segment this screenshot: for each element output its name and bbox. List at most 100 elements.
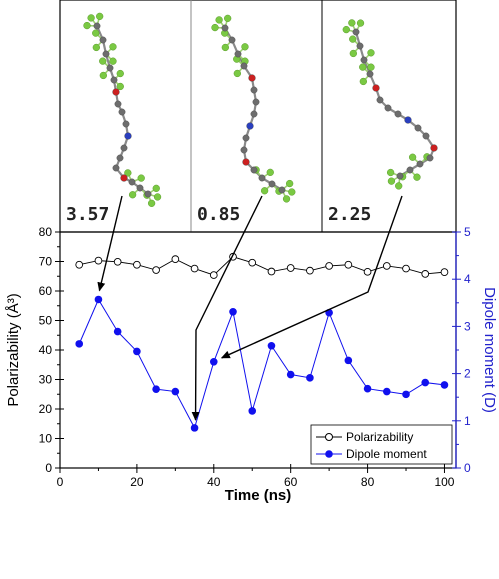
dipole-point	[248, 407, 257, 415]
carbon-atom	[278, 186, 286, 194]
fluorine-atom	[128, 191, 137, 199]
left-tick-label: 80	[39, 225, 53, 239]
nitrogen-atom	[124, 132, 132, 140]
carbon-atom	[352, 28, 360, 36]
fluorine-atom	[260, 187, 269, 195]
nitrogen-atom	[246, 122, 254, 130]
x-axis-title: Time (ns)	[225, 487, 291, 504]
carbon-atom	[242, 134, 250, 142]
annotation-arrow-1	[97, 195, 123, 292]
carbon-atom	[122, 120, 130, 128]
fluorine-atom	[153, 193, 162, 201]
carbon-atom	[416, 160, 424, 168]
molecule-1-image	[83, 12, 162, 207]
carbon-atom	[250, 166, 258, 174]
left-axis: 0 10 20 30 40 50 60 70 80	[39, 225, 64, 475]
fluorine-atom	[348, 19, 356, 27]
right-tick-label: 1	[464, 414, 471, 428]
carbon-atom	[106, 64, 114, 72]
carbon-atom	[268, 180, 276, 188]
dipole-point	[171, 387, 180, 396]
legend-marker-polarizability	[325, 433, 333, 441]
x-tick-label: 0	[57, 475, 64, 489]
carbon-atom	[99, 36, 107, 44]
x-tick-label: 80	[361, 475, 375, 489]
fluorine-atom	[83, 21, 91, 30]
oxygen-atom	[248, 74, 256, 82]
dipole-point	[421, 378, 430, 387]
carbon-atom	[360, 56, 368, 64]
fluorine-atom	[109, 43, 117, 51]
dipole-point	[382, 387, 391, 396]
polarizability-point	[248, 258, 257, 267]
fluorine-atom	[349, 49, 357, 58]
polarizability-point	[267, 267, 276, 276]
fluorine-atom	[99, 71, 107, 80]
fluorine-atom	[413, 173, 421, 181]
molecule-panel-frame	[59, 0, 457, 233]
polarizability-point	[421, 270, 430, 278]
legend-box	[310, 424, 453, 465]
fluorine-atom	[266, 168, 274, 177]
fluorine-atom	[116, 82, 124, 91]
dipole-point	[402, 390, 410, 399]
y-axis-title-right: Dipole moment (D)	[481, 287, 498, 413]
oxygen-atom	[430, 144, 438, 152]
fluorine-atom	[288, 188, 296, 196]
dipole-point	[133, 347, 141, 356]
fluorine-atom	[285, 179, 294, 188]
polarizability-point	[306, 266, 314, 275]
right-tick-label: 5	[464, 225, 471, 239]
right-tick-label: 2	[464, 367, 471, 381]
carbon-atom	[240, 62, 248, 70]
polarizability-point	[190, 264, 199, 273]
y-axis-title-left: Polarizability (Å³)	[5, 293, 22, 406]
carbon-atom	[250, 86, 258, 94]
right-axis: 0 1 2 3 4 5	[452, 225, 471, 475]
fluorine-atom	[147, 199, 156, 207]
nitrogen-atom	[404, 116, 412, 124]
x-tick-label: 20	[130, 475, 144, 489]
left-tick-label: 40	[39, 343, 53, 357]
dipole-point	[229, 307, 237, 316]
fluorine-atom	[342, 25, 350, 34]
fluorine-atom	[124, 169, 132, 177]
fluorine-atom	[241, 43, 249, 51]
right-tick-label: 4	[464, 272, 471, 286]
carbon-atom	[114, 100, 122, 108]
fluorine-atom	[387, 177, 396, 185]
dipole-point	[152, 385, 160, 393]
carbon-atom	[356, 42, 364, 50]
carbon-atom	[93, 22, 101, 30]
chart-area: 0 10 20 30 40 50 60 70 80 0 1 2 3 4 5 0 20 40 60 80 100	[39, 225, 471, 489]
fluorine-atom	[211, 23, 219, 32]
annotation-arrows	[97, 195, 403, 421]
dipole-point	[94, 295, 103, 304]
fluorine-atom	[109, 57, 117, 65]
polarizability-point	[325, 262, 333, 270]
molecule-panels	[59, 0, 457, 233]
dipole-point	[306, 374, 314, 382]
fluorine-atom	[282, 195, 291, 203]
polarizability-point	[286, 264, 295, 272]
fluorine-atom	[99, 57, 107, 65]
molecule-2-image	[211, 14, 296, 203]
x-axis: 0 20 40 60 80 100	[57, 464, 455, 489]
series-lines	[78, 256, 445, 430]
carbon-atom	[120, 144, 128, 152]
polarizability-point	[363, 267, 372, 276]
fluorine-atom	[92, 43, 100, 52]
dipole-point	[209, 358, 218, 366]
fluorine-atom	[215, 16, 223, 24]
carbon-atom	[250, 110, 258, 118]
panel-label-1: 3.57	[66, 204, 109, 225]
fluorine-atom	[92, 29, 100, 37]
carbon-atom	[118, 108, 126, 116]
panel-label-2: 0.85	[197, 204, 240, 225]
carbon-atom	[252, 98, 260, 106]
left-tick-label: 30	[39, 373, 53, 387]
legend-label-polarizability: Polarizability	[346, 430, 413, 444]
x-tick-label: 60	[284, 475, 298, 489]
oxygen-atom	[112, 88, 120, 96]
oxygen-atom	[120, 174, 128, 182]
